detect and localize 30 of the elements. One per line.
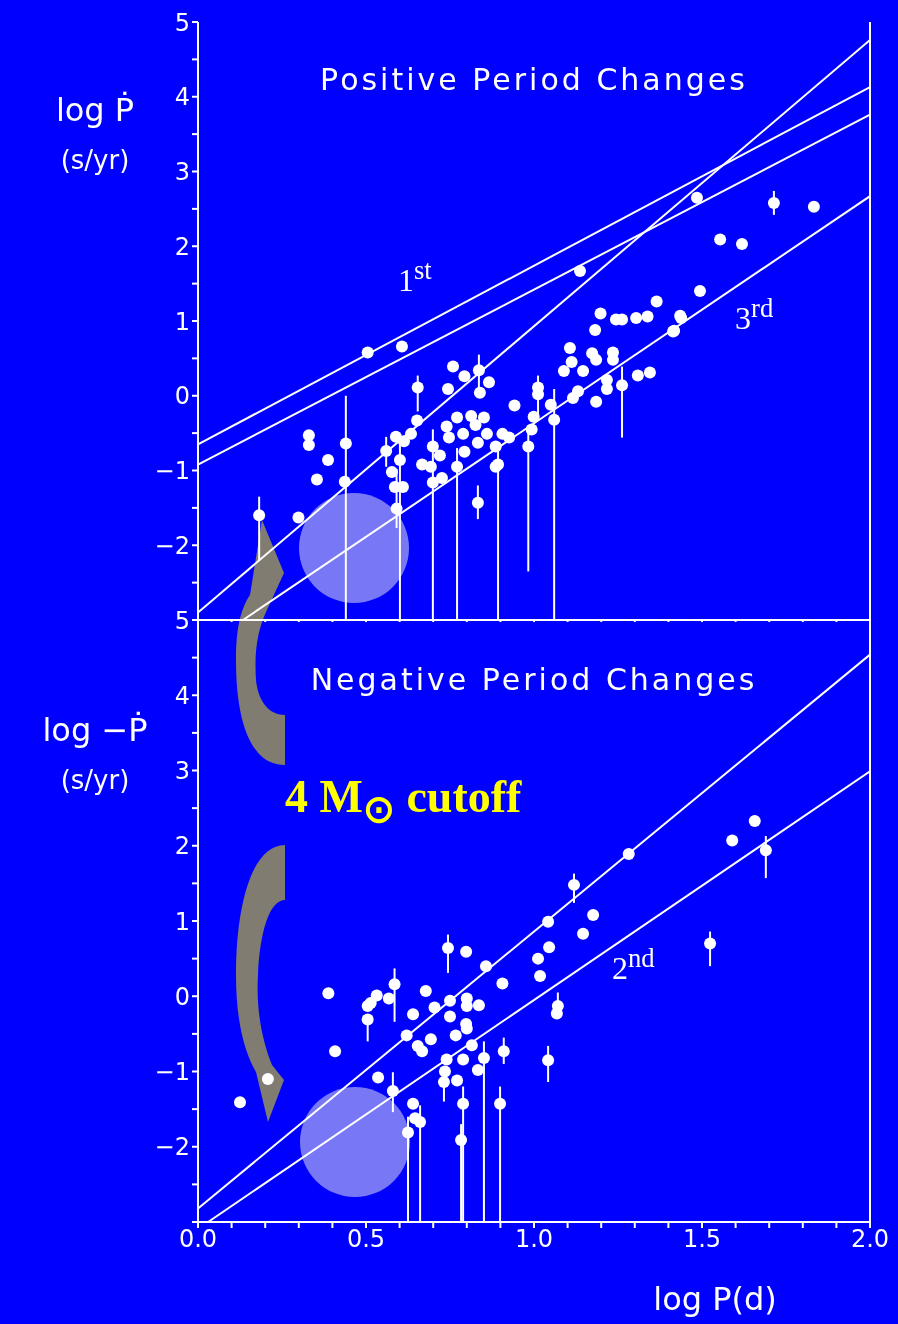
y-axis-title: log Ṗ (s/yr) (55, 91, 135, 175)
y-tick-label: 3 (174, 757, 190, 786)
y-tick-label: −1 (154, 1058, 190, 1087)
y-tick-label: −2 (154, 531, 190, 560)
y-tick-label: 5 (174, 606, 190, 635)
x-tick-label: 0.5 (346, 1225, 386, 1254)
x-tick-label: 0.0 (178, 1225, 218, 1254)
annotation: 4 M$_{⊙}$ cutoff (285, 770, 522, 832)
x-tick-label: 1.5 (682, 1225, 722, 1254)
y-tick-label: 1 (174, 907, 190, 936)
y-tick-label: 2 (174, 832, 190, 861)
y-tick-label: 4 (174, 681, 190, 710)
y-tick-label: 2 (174, 232, 190, 261)
y-tick-label: 3 (174, 158, 190, 187)
annotation: 3$^{rd}$ (735, 292, 774, 338)
text: Negative Period Changes (309, 662, 759, 697)
y-tick-label: −2 (154, 1133, 190, 1162)
annotation: 1$^{st}$ (398, 254, 432, 300)
y-tick-label: 0 (174, 382, 190, 411)
x-tick-label: 2.0 (850, 1225, 890, 1254)
y-axis-title: log −Ṗ (s/yr) (42, 711, 148, 795)
text: Positive Period Changes (319, 62, 749, 97)
y-tick-label: 0 (174, 982, 190, 1011)
annotation: 2$^{nd}$ (612, 942, 655, 988)
y-tick-label: 4 (174, 83, 190, 112)
x-axis-title: log P(d) (652, 1280, 778, 1318)
y-tick-label: −1 (154, 457, 190, 486)
y-tick-label: 1 (174, 307, 190, 336)
y-tick-label: 5 (174, 8, 190, 37)
x-tick-label: 1.0 (514, 1225, 554, 1254)
